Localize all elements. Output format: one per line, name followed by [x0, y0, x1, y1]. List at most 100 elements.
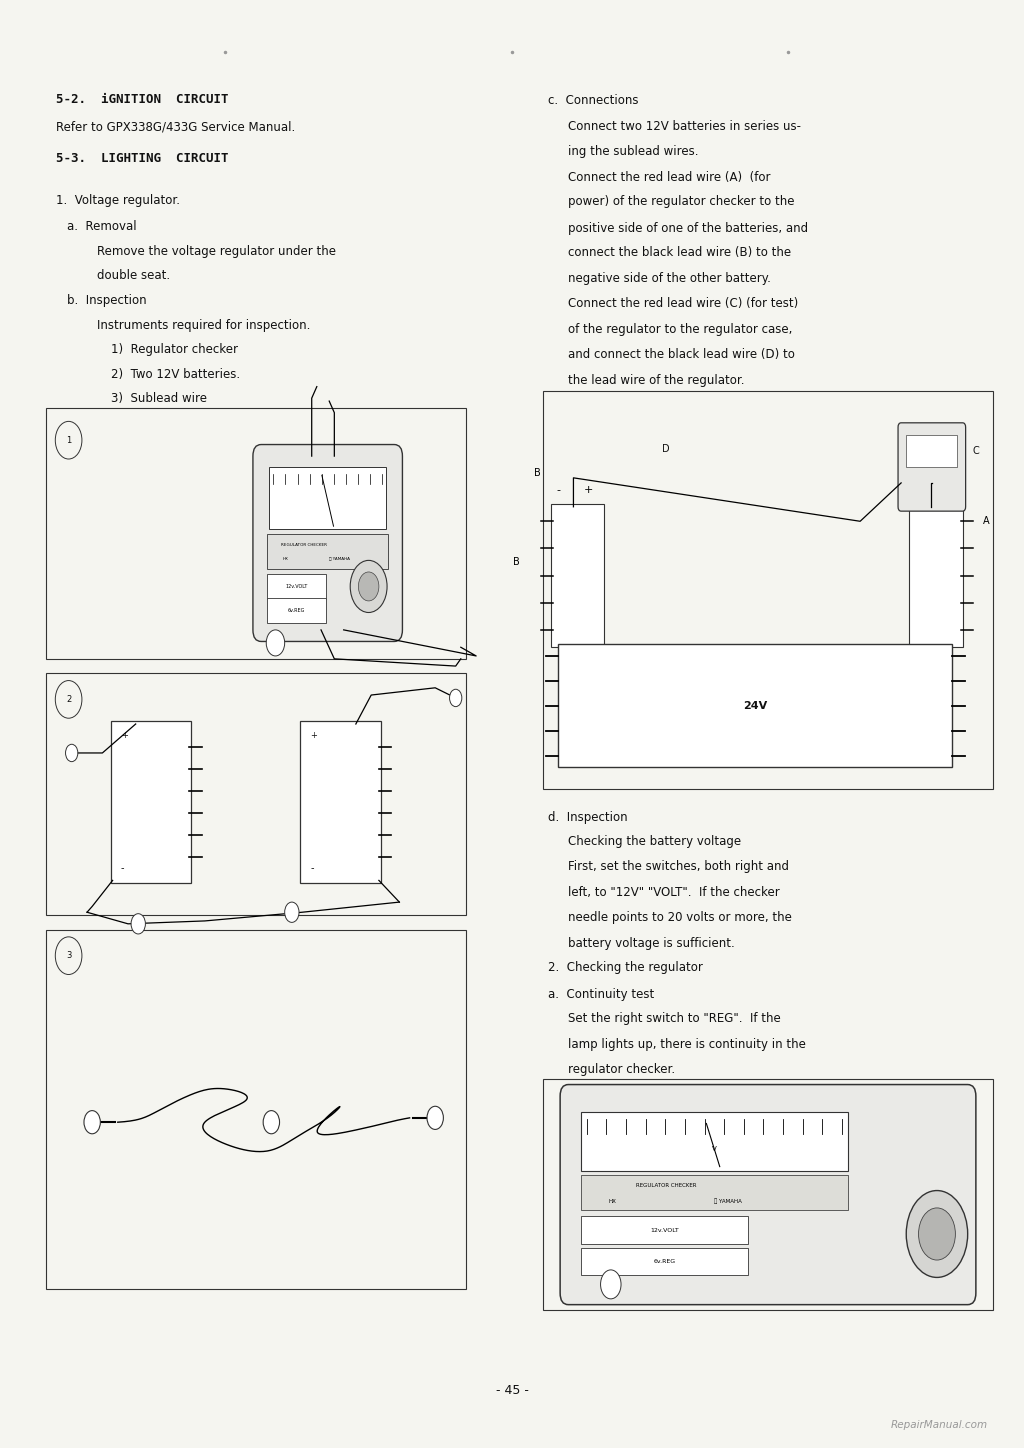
Bar [581, 1248, 749, 1276]
Text: D: D [662, 445, 670, 453]
Text: Remove the voltage regulator under the: Remove the voltage regulator under the [97, 245, 336, 258]
Bar [543, 391, 993, 789]
Text: and connect the black lead wire (D) to: and connect the black lead wire (D) to [568, 348, 796, 361]
Text: Set the right switch to "REG".  If the: Set the right switch to "REG". If the [568, 1012, 781, 1025]
Circle shape [55, 421, 82, 459]
Bar [543, 1079, 993, 1310]
Text: HX: HX [609, 1199, 616, 1203]
Text: 6v.REG: 6v.REG [288, 608, 305, 613]
Text: -: - [914, 485, 919, 495]
Text: 5-2.  iGNITION  CIRCUIT: 5-2. iGNITION CIRCUIT [56, 93, 228, 106]
Text: the lead wire of the regulator.: the lead wire of the regulator. [568, 374, 744, 387]
Bar [581, 1216, 749, 1244]
Text: -: - [556, 485, 560, 495]
Circle shape [84, 1111, 100, 1134]
Text: b.  Inspection: b. Inspection [67, 294, 146, 307]
Text: a.  Removal: a. Removal [67, 220, 136, 233]
Circle shape [55, 937, 82, 975]
Text: 1.  Voltage regulator.: 1. Voltage regulator. [56, 194, 180, 207]
Text: B: B [535, 468, 541, 478]
Text: V: V [326, 511, 330, 515]
Circle shape [358, 572, 379, 601]
Text: 5-3.  LIGHTING  CIRCUIT: 5-3. LIGHTING CIRCUIT [56, 152, 228, 165]
Text: A: A [983, 517, 989, 526]
Bar [906, 436, 957, 466]
Text: 2)  Two 12V batteries.: 2) Two 12V batteries. [111, 368, 240, 381]
Text: negative side of the other battery.: negative side of the other battery. [568, 272, 771, 285]
Bar [267, 534, 388, 569]
Text: Connect the red lead wire (C) (for test): Connect the red lead wire (C) (for test) [568, 297, 799, 310]
FancyBboxPatch shape [898, 423, 966, 511]
FancyBboxPatch shape [300, 721, 381, 883]
Circle shape [919, 1208, 955, 1260]
FancyBboxPatch shape [551, 504, 604, 647]
Text: 12v.VOLT: 12v.VOLT [286, 584, 308, 589]
Text: Ⓢ YAMAHA: Ⓢ YAMAHA [714, 1199, 741, 1205]
Text: ing the sublead wires.: ing the sublead wires. [568, 145, 698, 158]
Text: -: - [310, 863, 313, 873]
Text: c.  Connections: c. Connections [548, 94, 638, 107]
Text: power) of the regulator checker to the: power) of the regulator checker to the [568, 195, 795, 209]
Circle shape [55, 681, 82, 718]
Text: +: + [584, 485, 594, 495]
Text: C: C [973, 446, 980, 456]
Text: 3: 3 [66, 951, 72, 960]
Circle shape [131, 914, 145, 934]
Text: Refer to GPX338G/433G Service Manual.: Refer to GPX338G/433G Service Manual. [56, 120, 296, 133]
Circle shape [427, 1106, 443, 1129]
Text: REGULATOR CHECKER: REGULATOR CHECKER [636, 1183, 696, 1187]
FancyBboxPatch shape [909, 504, 963, 647]
Circle shape [450, 689, 462, 707]
FancyBboxPatch shape [560, 1085, 976, 1305]
Text: +: + [310, 731, 317, 740]
Text: 2: 2 [66, 695, 72, 704]
Circle shape [350, 560, 387, 613]
Text: d.  Inspection: d. Inspection [548, 811, 628, 824]
Text: double seat.: double seat. [97, 269, 170, 282]
Text: Connect two 12V batteries in series us-: Connect two 12V batteries in series us- [568, 120, 802, 133]
Text: First, set the switches, both right and: First, set the switches, both right and [568, 860, 790, 873]
Text: -: - [121, 863, 124, 873]
Text: connect the black lead wire (B) to the: connect the black lead wire (B) to the [568, 246, 792, 259]
Bar [558, 644, 952, 767]
Text: of the regulator to the regulator case,: of the regulator to the regulator case, [568, 323, 793, 336]
Text: Instruments required for inspection.: Instruments required for inspection. [97, 319, 310, 332]
Text: regulator checker.: regulator checker. [568, 1063, 676, 1076]
Text: V: V [712, 1145, 717, 1151]
Text: HX: HX [283, 556, 289, 560]
Bar [267, 598, 326, 623]
Text: 2.  Checking the regulator: 2. Checking the regulator [548, 961, 702, 975]
Bar [581, 1112, 848, 1171]
Circle shape [263, 1111, 280, 1134]
Circle shape [66, 744, 78, 762]
Text: 6v.REG: 6v.REG [653, 1260, 676, 1264]
Text: B: B [513, 557, 520, 566]
Text: positive side of one of the batteries, and: positive side of one of the batteries, a… [568, 222, 808, 235]
Text: 12v.VOLT: 12v.VOLT [650, 1228, 679, 1232]
Bar [269, 466, 386, 529]
Text: 1)  Regulator checker: 1) Regulator checker [111, 343, 238, 356]
Bar [581, 1174, 848, 1211]
Circle shape [600, 1270, 621, 1299]
Text: a.  Continuity test: a. Continuity test [548, 988, 654, 1001]
Text: Ⓢ YAMAHA: Ⓢ YAMAHA [330, 556, 350, 560]
Circle shape [906, 1190, 968, 1277]
Circle shape [285, 902, 299, 922]
Bar [46, 408, 466, 659]
Text: Checking the battery voltage: Checking the battery voltage [568, 835, 741, 849]
Bar [46, 673, 466, 915]
FancyBboxPatch shape [111, 721, 191, 883]
Text: RepairManual.com: RepairManual.com [891, 1420, 988, 1429]
Text: 1: 1 [66, 436, 72, 445]
Text: lamp lights up, there is continuity in the: lamp lights up, there is continuity in t… [568, 1038, 806, 1051]
Circle shape [266, 630, 285, 656]
Text: 24V: 24V [743, 701, 767, 711]
Text: battery voltage is sufficient.: battery voltage is sufficient. [568, 937, 735, 950]
Bar [267, 575, 326, 598]
FancyBboxPatch shape [253, 445, 402, 641]
Text: left, to "12V" "VOLT".  If the checker: left, to "12V" "VOLT". If the checker [568, 886, 780, 899]
Text: REGULATOR CHECKER: REGULATOR CHECKER [281, 543, 327, 547]
Text: +: + [950, 485, 961, 495]
Text: Connect the red lead wire (A)  (for: Connect the red lead wire (A) (for [568, 171, 771, 184]
Text: +: + [121, 731, 128, 740]
